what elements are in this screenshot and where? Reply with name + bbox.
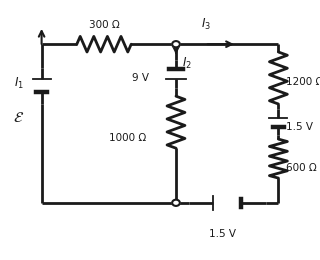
- Text: 9 V: 9 V: [132, 73, 149, 83]
- Text: 1.5 V: 1.5 V: [209, 229, 236, 239]
- Text: 300 Ω: 300 Ω: [89, 20, 119, 30]
- Text: $I_3$: $I_3$: [201, 17, 212, 32]
- Circle shape: [172, 200, 180, 206]
- Text: $I_2$: $I_2$: [182, 56, 192, 71]
- Text: 600 Ω: 600 Ω: [286, 163, 317, 173]
- Circle shape: [172, 41, 180, 47]
- Text: 1200 Ω: 1200 Ω: [286, 77, 320, 87]
- Text: 1.5 V: 1.5 V: [286, 122, 313, 132]
- Text: $I_1$: $I_1$: [13, 76, 24, 91]
- Text: $\mathcal{E}$: $\mathcal{E}$: [13, 109, 24, 125]
- Text: 1000 Ω: 1000 Ω: [109, 133, 147, 143]
